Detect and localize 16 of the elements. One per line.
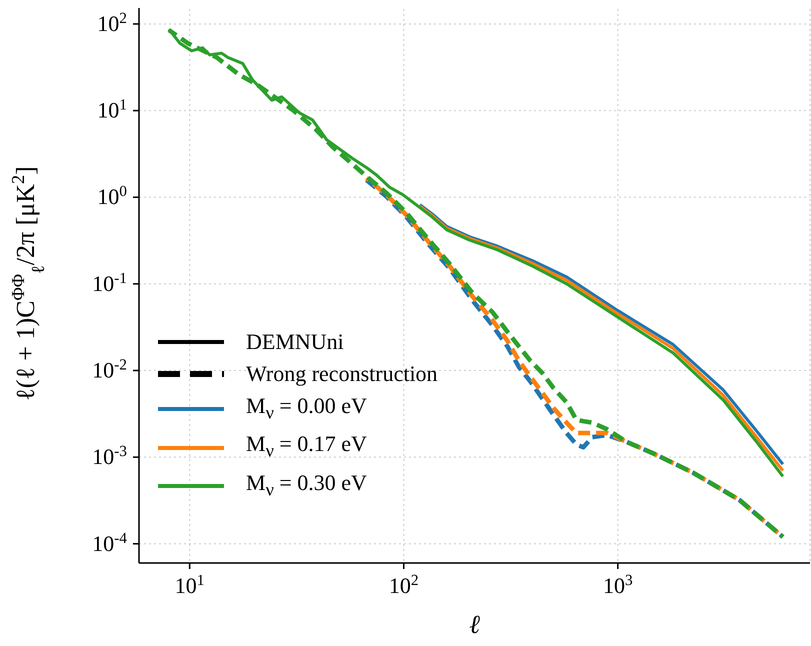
legend-label: DEMNUni	[246, 328, 344, 356]
x-tick-label: 10$^{3}$	[602, 572, 633, 598]
y-tick-label: 10$^{2}$	[97, 9, 127, 36]
y-tick-label: 10$^{-3}$	[92, 442, 128, 470]
y-tick-label: 10$^{0}$	[97, 182, 128, 210]
legend-label: Wrong reconstruction	[246, 360, 438, 388]
legend-label: M$_{ν}$ = 0.00 eV	[246, 392, 367, 424]
x-axis-title: ℓ	[469, 610, 480, 639]
y-tick-label: 10$^{-2}$	[92, 356, 127, 383]
x-tick-label: 10$^{2}$	[388, 572, 419, 598]
y-tick-label: 10$^{-1}$	[92, 269, 127, 296]
x-tick-label: 10$^{1}$	[174, 572, 204, 598]
y-tick-label: 10$^{1}$	[97, 96, 127, 123]
y-tick-label: 10$^{-4}$	[92, 529, 128, 556]
legend-label: M$_{ν}$ = 0.17 eV	[246, 430, 367, 463]
legend-label: M$_{ν}$ = 0.30 eV	[246, 468, 367, 502]
